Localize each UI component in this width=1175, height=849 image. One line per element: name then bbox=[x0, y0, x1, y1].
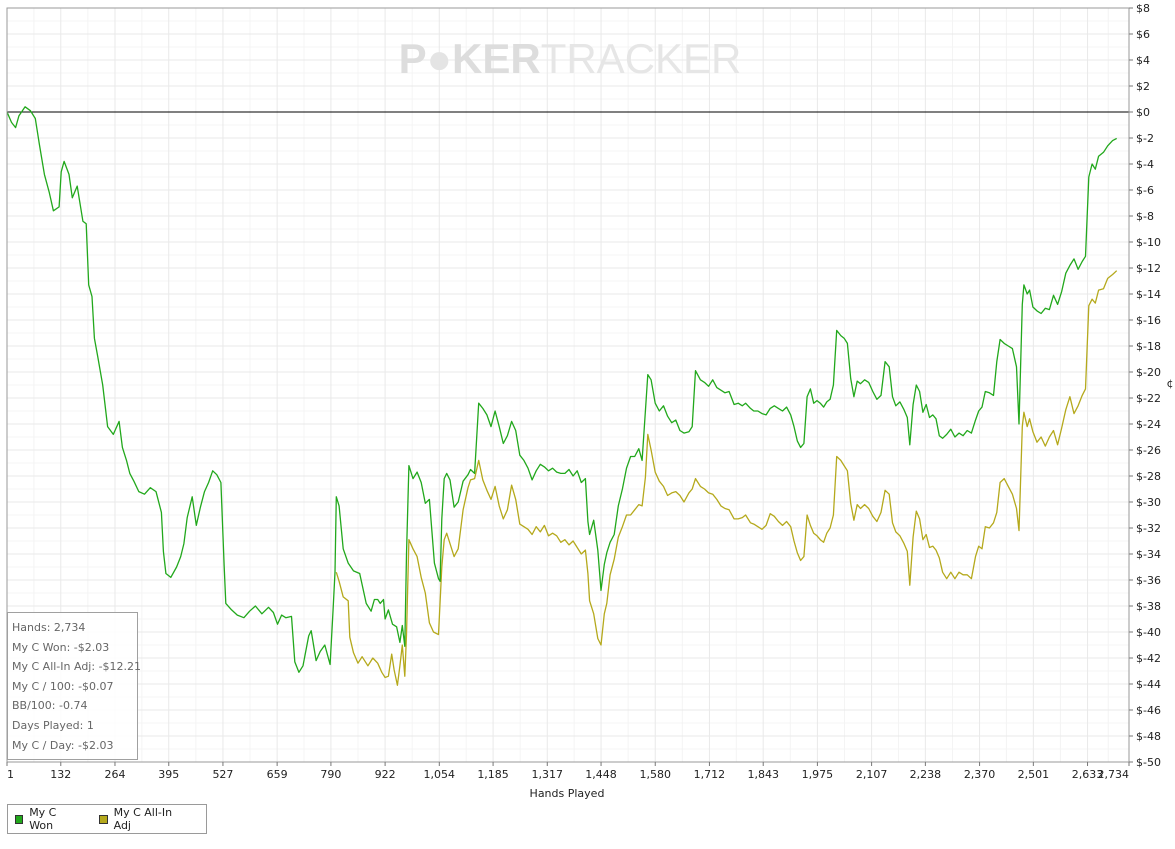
x-tick-label: 395 bbox=[158, 768, 179, 781]
series-line-allin-adj bbox=[335, 270, 1118, 686]
x-tick-label: 1,843 bbox=[747, 768, 779, 781]
x-tick-label: 132 bbox=[50, 768, 71, 781]
y-tick-label: $-6 bbox=[1136, 184, 1154, 197]
stat-per-100: My C / 100: -$0.07 bbox=[12, 679, 114, 693]
legend-swatch-allin-adj bbox=[99, 814, 108, 824]
y-axis: $8 $6 $4 $2 $0 $-2 $-4 $-6 $-8 $-10 $-12 $-14 $-16 $-… bbox=[1129, 2, 1161, 769]
stat-hands: Hands: 2,734 bbox=[12, 621, 86, 634]
legend-swatch-won bbox=[15, 814, 24, 824]
y-tick-label: $-24 bbox=[1136, 418, 1161, 431]
x-tick-label: 264 bbox=[104, 768, 125, 781]
y-tick-label: $-46 bbox=[1136, 704, 1161, 717]
x-tick-label: 2,633 bbox=[1072, 768, 1104, 781]
y-tick-label: $-22 bbox=[1136, 392, 1161, 405]
watermark-chip-icon: ● bbox=[427, 35, 452, 82]
x-tick-label: 659 bbox=[267, 768, 288, 781]
chart-grid bbox=[6, 7, 1130, 763]
x-tick-label: 1,975 bbox=[802, 768, 834, 781]
x-tick-label: 2,734 bbox=[1098, 768, 1130, 781]
legend-item-allin-adj[interactable]: My C All-In Adj bbox=[99, 806, 184, 832]
x-tick-label: 1,448 bbox=[585, 768, 617, 781]
watermark-ker: KER bbox=[452, 35, 541, 82]
legend-label-won: My C Won bbox=[29, 806, 57, 832]
stat-bb-100: BB/100: -0.74 bbox=[12, 699, 88, 713]
x-tick-label: 2,370 bbox=[964, 768, 996, 781]
y-tick-label: $2 bbox=[1136, 80, 1150, 93]
stat-won: My C Won: -$2.03 bbox=[12, 640, 110, 654]
x-tick-label: 1 bbox=[7, 768, 14, 781]
y-tick-label: $-26 bbox=[1136, 444, 1161, 457]
y-tick-label: $-34 bbox=[1136, 548, 1161, 561]
stat-per-day: My C / Day: -$2.03 bbox=[12, 738, 114, 752]
x-tick-label: 1,054 bbox=[424, 768, 456, 781]
y-tick-label: $-18 bbox=[1136, 340, 1161, 353]
y-tick-label: $-16 bbox=[1136, 314, 1161, 327]
stat-allin-adj: My C All-In Adj: -$12.21 bbox=[12, 660, 142, 674]
x-tick-label: 527 bbox=[212, 768, 233, 781]
y-tick-label: $-14 bbox=[1136, 288, 1161, 301]
y-tick-label: $-36 bbox=[1136, 574, 1161, 587]
y-tick-label: $-40 bbox=[1136, 626, 1161, 639]
x-tick-label: 1,317 bbox=[532, 768, 564, 781]
watermark: P●KERTRACKER bbox=[399, 35, 742, 82]
y-tick-label: $4 bbox=[1136, 54, 1150, 67]
plot-border bbox=[6, 7, 1130, 763]
y-tick-label: $-48 bbox=[1136, 730, 1161, 743]
y-tick-label: $-4 bbox=[1136, 158, 1154, 171]
series-layer bbox=[6, 106, 1118, 686]
y-tick-label: $-32 bbox=[1136, 522, 1161, 535]
x-tick-label: 1,580 bbox=[639, 768, 671, 781]
legend-label-allin-adj: My C All-In Adj bbox=[113, 806, 173, 832]
legend-item-won[interactable]: My C Won bbox=[15, 806, 77, 832]
y-tick-label: $-42 bbox=[1136, 652, 1161, 665]
y-tick-label: $-2 bbox=[1136, 132, 1154, 145]
stats-panel: Hands: 2,734 My C Won: -$2.03 My C All-I… bbox=[7, 612, 142, 760]
y-tick-label: $0 bbox=[1136, 106, 1150, 119]
x-tick-label: 2,107 bbox=[856, 768, 888, 781]
x-axis-title: Hands Played bbox=[530, 787, 605, 800]
x-tick-label: 1,185 bbox=[477, 768, 509, 781]
y-tick-label: $-20 bbox=[1136, 366, 1161, 379]
x-tick-label: 2,501 bbox=[1018, 768, 1050, 781]
y-tick-label: $-8 bbox=[1136, 210, 1154, 223]
y-tick-label: $-30 bbox=[1136, 496, 1161, 509]
y-tick-label: $-28 bbox=[1136, 470, 1161, 483]
y-tick-label: $-10 bbox=[1136, 236, 1161, 249]
y-tick-label: $-38 bbox=[1136, 600, 1161, 613]
legend: My C Won My C All-In Adj bbox=[7, 804, 207, 834]
stat-days-played: Days Played: 1 bbox=[12, 718, 94, 732]
y-tick-label: $-12 bbox=[1136, 262, 1161, 275]
right-side-mark: ¢ bbox=[1167, 377, 1174, 390]
y-tick-label: $-44 bbox=[1136, 678, 1161, 691]
series-line-won bbox=[6, 106, 1118, 673]
y-tick-label: $6 bbox=[1136, 28, 1150, 41]
x-tick-label: 1,712 bbox=[694, 768, 726, 781]
x-tick-label: 922 bbox=[375, 768, 396, 781]
x-axis: 1 132 264 395 527 659 790 922 1,054 1,185 1,317 1,4… bbox=[6, 762, 1130, 781]
y-tick-label: $8 bbox=[1136, 2, 1150, 15]
x-tick-label: 2,238 bbox=[910, 768, 942, 781]
watermark-tracker: TRACKER bbox=[541, 35, 742, 82]
watermark-p: P bbox=[399, 35, 427, 82]
plot-frame bbox=[6, 7, 1130, 763]
x-tick-label: 790 bbox=[320, 768, 341, 781]
y-tick-label: $-50 bbox=[1136, 756, 1161, 769]
